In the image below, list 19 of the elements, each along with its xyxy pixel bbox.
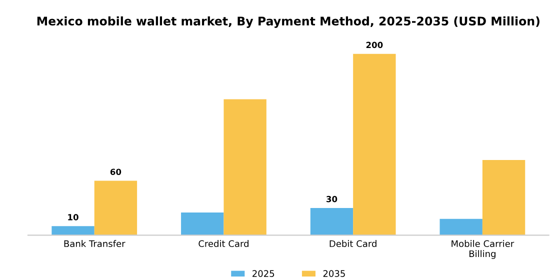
legend-label: 2025 bbox=[252, 270, 274, 277]
bar bbox=[310, 208, 354, 236]
bar bbox=[440, 218, 482, 236]
x-tick-label: Bank Transfer bbox=[64, 240, 126, 248]
data-label: 30 bbox=[326, 196, 338, 202]
bar bbox=[94, 180, 138, 236]
data-label: 200 bbox=[366, 42, 383, 48]
bar bbox=[224, 99, 266, 236]
data-label: 60 bbox=[110, 168, 122, 176]
x-tick-label: Mobile Carrier Billing bbox=[452, 240, 514, 259]
x-tick-label: Credit Card bbox=[198, 240, 248, 248]
bar bbox=[353, 54, 396, 236]
bar bbox=[181, 212, 224, 236]
bar bbox=[482, 160, 526, 236]
chart-title: Mexico mobile wallet market, By Payment Method, 2025-2035 (USD Million) bbox=[37, 16, 540, 28]
data-label: 10 bbox=[68, 214, 78, 220]
bar bbox=[52, 226, 94, 236]
x-tick-label: Debit Card bbox=[330, 240, 376, 248]
legend-label: 2035 bbox=[323, 270, 345, 277]
